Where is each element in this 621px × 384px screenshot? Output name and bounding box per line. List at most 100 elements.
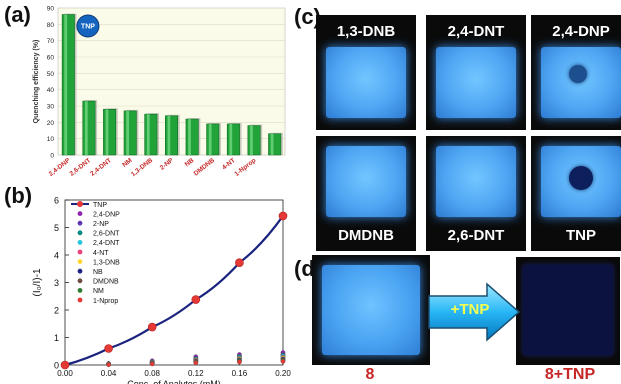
tile-label: 2,4-DNP [552, 23, 610, 40]
bar [144, 113, 158, 156]
tile-glow [436, 146, 516, 217]
x-category-label: DMDNB [193, 157, 217, 178]
y-tick-label: 0 [50, 153, 54, 160]
x-category-label: 2,6-DNT [69, 157, 93, 178]
bar [206, 123, 220, 156]
tnp-badge [76, 14, 100, 38]
legend-label: 2-NP [93, 221, 109, 228]
x-tick-label: 0.00 [57, 369, 73, 378]
y-tick-label: 70 [47, 38, 55, 45]
y-axis-label: (I₀/I)-1 [32, 268, 43, 296]
tile-label: 2,6-DNT [447, 227, 505, 244]
data-point [149, 361, 155, 367]
legend-marker [77, 240, 83, 245]
data-point [237, 359, 242, 365]
y-tick-label: 60 [47, 55, 55, 62]
bar-chart-quenching-efficiency: 0 10 20 30 40 50 60 70 80 90 Quenching efficiency … [33, 6, 286, 178]
data-point-tnp [278, 211, 288, 221]
x-category-label: 4-NT [221, 157, 237, 171]
tile-glow [326, 146, 406, 217]
fluorescence-tile: 1,3-DNB [316, 15, 416, 130]
x-category-label: 2,4-DNT [89, 157, 113, 178]
x-tick-label: 0.08 [144, 369, 160, 378]
y-tick-label: 80 [47, 22, 55, 29]
legend-marker [77, 288, 83, 293]
x-category-label: 1,3-DNB [130, 157, 154, 178]
bar [226, 123, 240, 156]
fluorescence-tile: 2,6-DNT [426, 136, 526, 251]
legend-marker [77, 220, 83, 226]
quench-spot [569, 166, 593, 190]
x-axis-label: Conc. of Analytes (mM) [127, 379, 221, 384]
legend-label: 2,6-DNT [93, 231, 120, 238]
panel-label-b: (b) [4, 183, 33, 208]
legend-marker [77, 259, 83, 264]
y-tick-label: 10 [47, 136, 55, 143]
y-tick-label: 40 [47, 87, 55, 94]
tile-label: TNP [566, 227, 596, 244]
y-tick-label: 3 [54, 278, 59, 288]
x-tick-label: 0.20 [275, 369, 291, 378]
line-chart-stern-volmer: 0 1 2 3 4 5 6 0.00 0.04 0.08 0.12 0.16 0.20 Conc. of … [32, 196, 291, 384]
bar [82, 100, 96, 156]
tile-compound-8 [312, 255, 430, 365]
tile-compound-8-tnp [516, 257, 620, 365]
legend-label: 1,3-DNB [93, 259, 120, 266]
bar-highlight [126, 110, 129, 155]
y-tick-label: 0 [54, 361, 59, 371]
quench-spot [569, 65, 587, 83]
legend-marker [77, 278, 83, 284]
bar-highlight [146, 114, 150, 155]
y-tick-label: 90 [47, 6, 55, 13]
fluorescence-tile: DMDNB [316, 136, 416, 251]
data-point [106, 362, 111, 368]
legend-marker [77, 201, 83, 207]
legend-marker [77, 297, 83, 303]
x-tick-label: 0.16 [232, 369, 248, 378]
legend-label: NM [93, 288, 104, 295]
bar-highlight [188, 119, 191, 155]
legend-marker [77, 230, 83, 236]
tile-label: 2,4-DNT [447, 23, 505, 40]
data-point-tnp [191, 295, 201, 304]
bar-highlight [167, 115, 171, 155]
caption-right: 8+TNP [544, 366, 596, 383]
fluorescence-tile: TNP [531, 136, 621, 251]
bar [268, 133, 282, 156]
legend-marker [77, 249, 83, 255]
y-tick-label: 20 [47, 120, 55, 127]
tile-glow [322, 265, 420, 355]
x-category-label: NM [121, 157, 133, 169]
bar-highlight [208, 123, 212, 155]
legend-label: 4-NT [93, 250, 109, 257]
y-tick-label: 6 [54, 196, 59, 206]
fluorescence-tile: 2,4-DNP [531, 15, 621, 130]
data-point [193, 360, 199, 366]
y-tick-label: 50 [47, 71, 55, 78]
data-point-tnp [104, 344, 113, 353]
tile-glow [541, 47, 621, 118]
y-tick-label: 1 [54, 333, 59, 343]
data-point-tnp [235, 258, 244, 267]
legend-label: NB [93, 269, 103, 276]
legend-marker [77, 268, 83, 274]
bar [165, 115, 178, 156]
bar-highlight [64, 14, 68, 156]
caption-left: 8 [365, 366, 375, 383]
tile-glow-dim [523, 265, 613, 355]
x-tick-label: 0.12 [188, 369, 204, 378]
data-point [280, 359, 286, 364]
bar [247, 125, 261, 156]
x-category-label: 2,4-DNP [48, 157, 72, 178]
tile-glow [436, 47, 516, 118]
legend-label: 1-Nprop [93, 298, 118, 305]
bar-highlight [270, 133, 274, 155]
x-category-label: NB [184, 157, 196, 168]
bar-highlight [229, 123, 233, 155]
x-category-label: 2-NP [159, 157, 176, 172]
legend-label: 2,4-DNP [93, 211, 120, 218]
tile-label: DMDNB [338, 227, 394, 244]
data-point-tnp [60, 360, 70, 370]
legend-label: DMDNB [93, 279, 119, 286]
tnp-badge-label: TNP [81, 24, 95, 31]
